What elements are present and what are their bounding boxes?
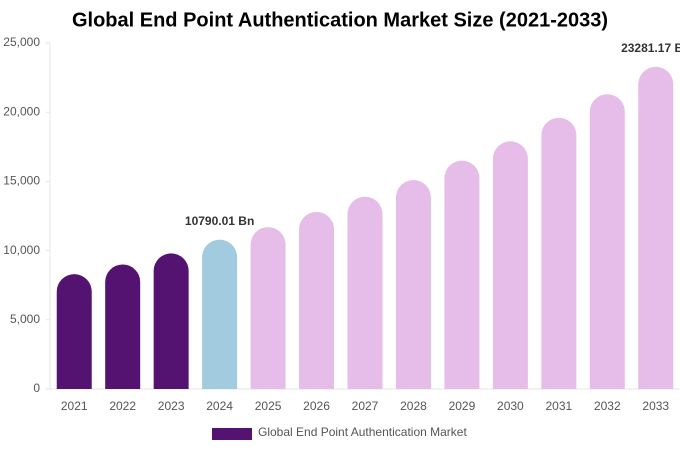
bar xyxy=(395,180,431,389)
x-tick-label: 2022 xyxy=(109,399,136,413)
x-tick-label: 2024 xyxy=(206,399,233,413)
legend-label: Global End Point Authentication Market xyxy=(258,425,467,439)
bar xyxy=(299,211,335,389)
bar xyxy=(202,239,238,389)
bar xyxy=(541,117,577,389)
x-tick-label: 2033 xyxy=(642,399,669,413)
bar xyxy=(347,196,383,389)
x-tick-label: 2028 xyxy=(400,399,427,413)
bar xyxy=(250,227,286,389)
y-tick-label: 15,000 xyxy=(3,174,40,188)
bar xyxy=(56,274,92,389)
chart-title: Global End Point Authentication Market S… xyxy=(72,9,608,31)
y-tick-label: 25,000 xyxy=(3,35,40,49)
bar xyxy=(589,94,625,389)
x-tick-label: 2027 xyxy=(352,399,379,413)
bar xyxy=(444,160,480,389)
x-tick-label: 2031 xyxy=(545,399,572,413)
x-tick-label: 2026 xyxy=(303,399,330,413)
y-tick-label: 5,000 xyxy=(10,312,40,326)
x-tick-label: 2025 xyxy=(255,399,282,413)
x-tick-label: 2032 xyxy=(594,399,621,413)
bar xyxy=(153,253,189,389)
bar xyxy=(492,141,528,389)
value-label: 23281.17 Bn xyxy=(621,41,680,55)
x-tick-label: 2030 xyxy=(497,399,524,413)
x-tick-label: 2029 xyxy=(449,399,476,413)
y-tick-label: 10,000 xyxy=(3,243,40,257)
x-tick-label: 2023 xyxy=(158,399,185,413)
legend-swatch xyxy=(212,428,252,440)
bar xyxy=(638,66,674,389)
x-tick-label: 2021 xyxy=(61,399,88,413)
y-tick-label: 0 xyxy=(33,381,40,395)
bar xyxy=(105,264,141,389)
y-tick-label: 20,000 xyxy=(3,104,40,118)
value-label: 10790.01 Bn xyxy=(185,214,254,228)
